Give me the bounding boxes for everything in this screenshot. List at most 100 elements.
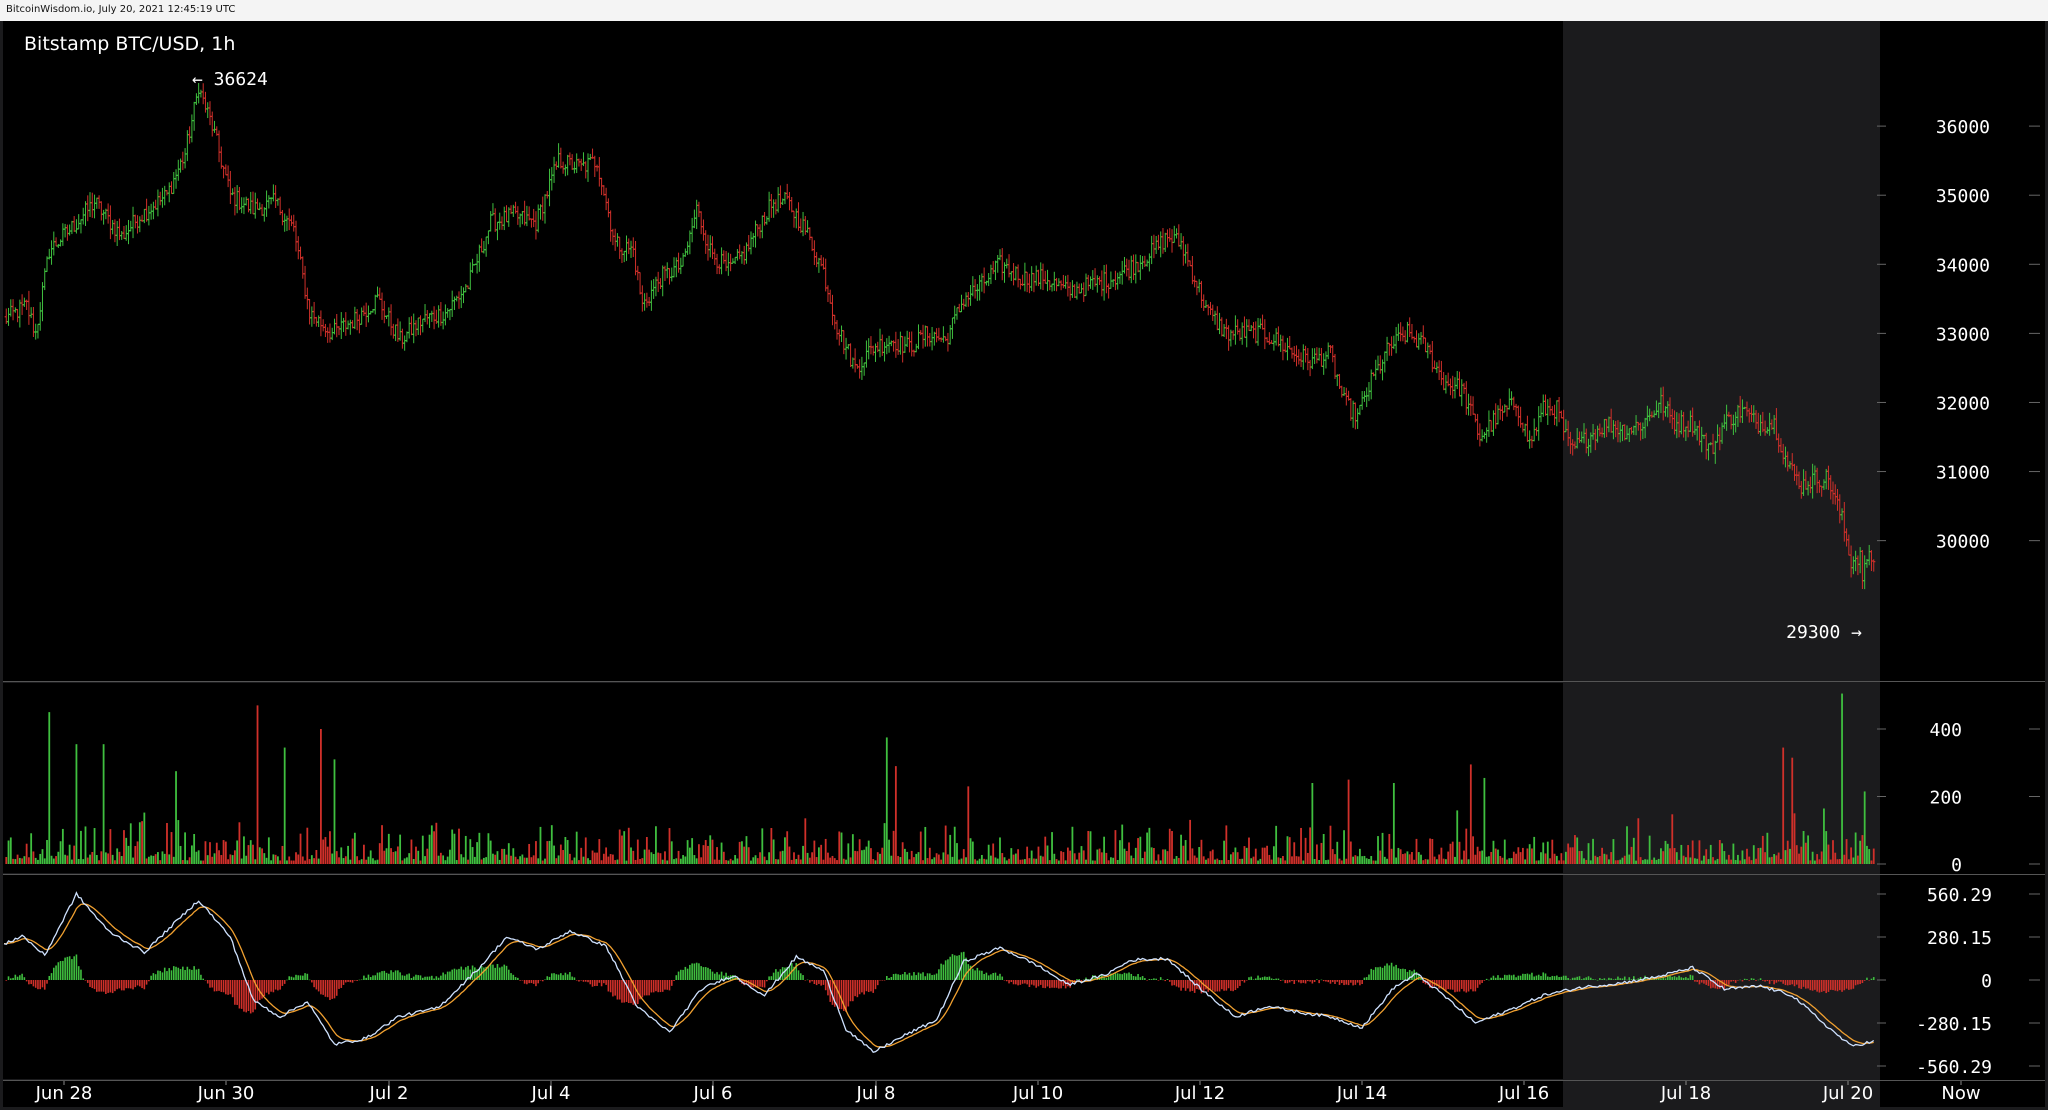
volume-bar [897,855,900,864]
macd-bar [453,968,456,980]
volume-bar [1422,860,1425,864]
macd-bar [1288,980,1291,983]
macd-bar [1069,980,1071,988]
macd-bar [1139,977,1142,980]
macd-bar [600,980,603,987]
volume-bar [1392,783,1395,864]
volume-bar [1569,847,1572,864]
date-label: Jul 12 [1174,1083,1225,1104]
macd-bar [66,956,69,980]
volume-bar [1764,852,1766,864]
volume-bar [1150,847,1153,864]
macd-bar [1825,980,1828,994]
volume-bar [1707,859,1710,864]
volume-bar [100,851,103,864]
macd-bar [1248,977,1250,980]
macd-bar [311,980,313,983]
macd-bar [1354,980,1357,985]
volume-bar [220,855,223,864]
macd-bar [1250,976,1253,980]
macd-bar [1832,980,1834,991]
volume-bar [186,860,189,864]
macd-bar [720,971,723,980]
volume-bar [1664,840,1667,864]
macd-bar [711,971,714,980]
macd-bar [32,980,35,987]
volume-bar [854,850,857,864]
macd-bar [689,964,691,980]
volume-bar [1623,855,1626,864]
volume-bar [867,840,870,864]
macd-bar [1381,967,1384,980]
price-tick-label: 36000 [1936,117,1990,138]
macd-bar [1266,976,1268,980]
macd-bar [1678,975,1680,980]
macd-bar [1689,974,1692,980]
volume-bar [283,747,286,864]
macd-bar [1162,979,1164,981]
volume-bar [904,848,906,864]
macd-bar [1307,980,1309,982]
macd-bar [1680,977,1683,980]
volume-bar [625,860,628,864]
volume-bar [1386,858,1388,864]
volume-bar [788,846,791,864]
volume-bar [14,859,17,864]
macd-bar [1542,972,1545,980]
volume-bar [281,845,284,864]
volume-bar [718,859,721,864]
volume-bar [580,847,583,864]
macd-bar [738,980,741,982]
volume-bar [951,856,954,864]
date-label: Jul 10 [1012,1083,1063,1104]
volume-bar [505,854,508,864]
macd-bar [154,974,157,980]
volume-bar [1225,825,1228,864]
macd-bar [553,973,555,980]
volume-bar [1125,851,1128,864]
macd-bar [664,980,666,990]
volume-bar [1214,859,1216,864]
volume-bar [641,858,644,864]
macd-bar [1809,980,1812,991]
macd-bar [1386,963,1388,980]
macd-bar [1379,966,1382,980]
macd-bar [43,980,46,990]
macd-bar [1759,978,1762,980]
volume-bar [1512,851,1515,864]
macd-bar [1302,980,1305,983]
macd-bar [1107,976,1110,980]
macd-bar [519,980,521,981]
macd-bar [1752,978,1755,980]
volume-bar [1782,747,1785,864]
volume-bar [1198,847,1201,864]
volume-bar [1834,852,1837,864]
macd-bar [435,976,438,980]
volume-bar [793,852,795,864]
macd-bar [1325,980,1327,982]
macd-bar [1857,980,1859,985]
volume-bar [974,859,976,864]
macd-bar [560,973,562,980]
macd-bar [1798,980,1800,989]
macd-bar [1311,980,1314,984]
macd-bar [1039,980,1042,985]
right-axis-panel [1880,21,2045,1107]
macd-bar [1664,978,1667,980]
volume-bar [1467,859,1470,864]
volume-bar [539,826,542,864]
macd-bar [1497,975,1499,980]
volume-bar [657,852,660,864]
volume-bar [738,841,741,864]
volume-bar [1789,848,1791,864]
volume-bar [1786,840,1789,864]
volume-bar [415,846,417,864]
volume-bar [95,855,98,864]
volume-bar [1189,819,1192,864]
macd-bar [514,977,517,980]
macd-bar [1390,962,1393,980]
macd-bar [919,973,922,980]
volume-bar [1379,850,1382,864]
volume-bar [1694,858,1696,864]
macd-bar [1818,980,1821,993]
